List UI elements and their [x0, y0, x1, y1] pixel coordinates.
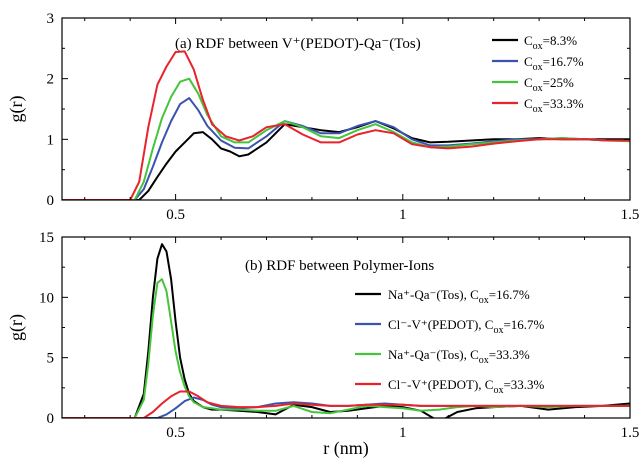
panel-a: 0.5 1 1.5 0 1 2 3 g(r) (a) RDF between V⁺(PEDOT)…	[6, 11, 639, 223]
series-line-4	[62, 390, 630, 418]
x-tick-label: 1.5	[621, 425, 640, 441]
y-tick-label: 2	[47, 72, 55, 88]
legend-label: Cox=25%	[524, 75, 574, 94]
legend-label: Na⁺-Qa⁻(Tos), Cox=33.3%	[388, 347, 530, 366]
legend-label: Cl⁻-V⁺(PEDOT), Cox=33.3%	[388, 377, 545, 396]
legend: Na⁺-Qa⁻(Tos), Cox=16.7% Cl⁻-V⁺(PEDOT), Co…	[355, 287, 545, 396]
x-tick-label: 0.5	[166, 207, 185, 223]
y-axis-title: g(r)	[6, 96, 27, 123]
series-line-2	[62, 97, 630, 200]
x-tick-label: 1	[399, 425, 407, 441]
y-tick-label: 5	[47, 351, 55, 367]
x-tick-label: 1.5	[621, 207, 640, 223]
x-tick-label: 0.5	[166, 425, 185, 441]
panel-b: 0.5 1 1.5 0 5 10 15 g(r) r (nm) (b) RDF between P…	[6, 230, 639, 458]
legend-label: Cl⁻-V⁺(PEDOT), Cox=16.7%	[388, 317, 545, 336]
panel-title: (a) RDF between V⁺(PEDOT)-Qa⁻(Tos)	[175, 36, 421, 52]
legend-label: Na⁺-Qa⁻(Tos), Cox=16.7%	[388, 287, 530, 306]
y-tick-label: 0	[47, 411, 55, 427]
series-line-3	[62, 278, 630, 418]
y-tick-label: 15	[39, 230, 54, 246]
x-tick-label: 1	[399, 207, 407, 223]
legend-label: Cox=16.7%	[524, 54, 584, 73]
y-tick-label: 10	[39, 290, 54, 306]
y-axis-title: g(r)	[6, 314, 27, 341]
y-tick-label: 3	[47, 11, 55, 27]
x-axis-title: r (nm)	[323, 438, 368, 458]
legend-label: Cox=8.3%	[524, 33, 577, 52]
y-tick-label: 0	[47, 193, 55, 209]
legend-label: Cox=33.3%	[524, 96, 584, 115]
legend: Cox=8.3% Cox=16.7% Cox=25% Cox=33.3%	[492, 33, 584, 115]
y-tick-label: 1	[47, 132, 55, 148]
series-line-1	[62, 243, 630, 418]
series-line-4	[62, 50, 630, 200]
panel-title: (b) RDF between Polymer-Ions	[245, 258, 434, 274]
